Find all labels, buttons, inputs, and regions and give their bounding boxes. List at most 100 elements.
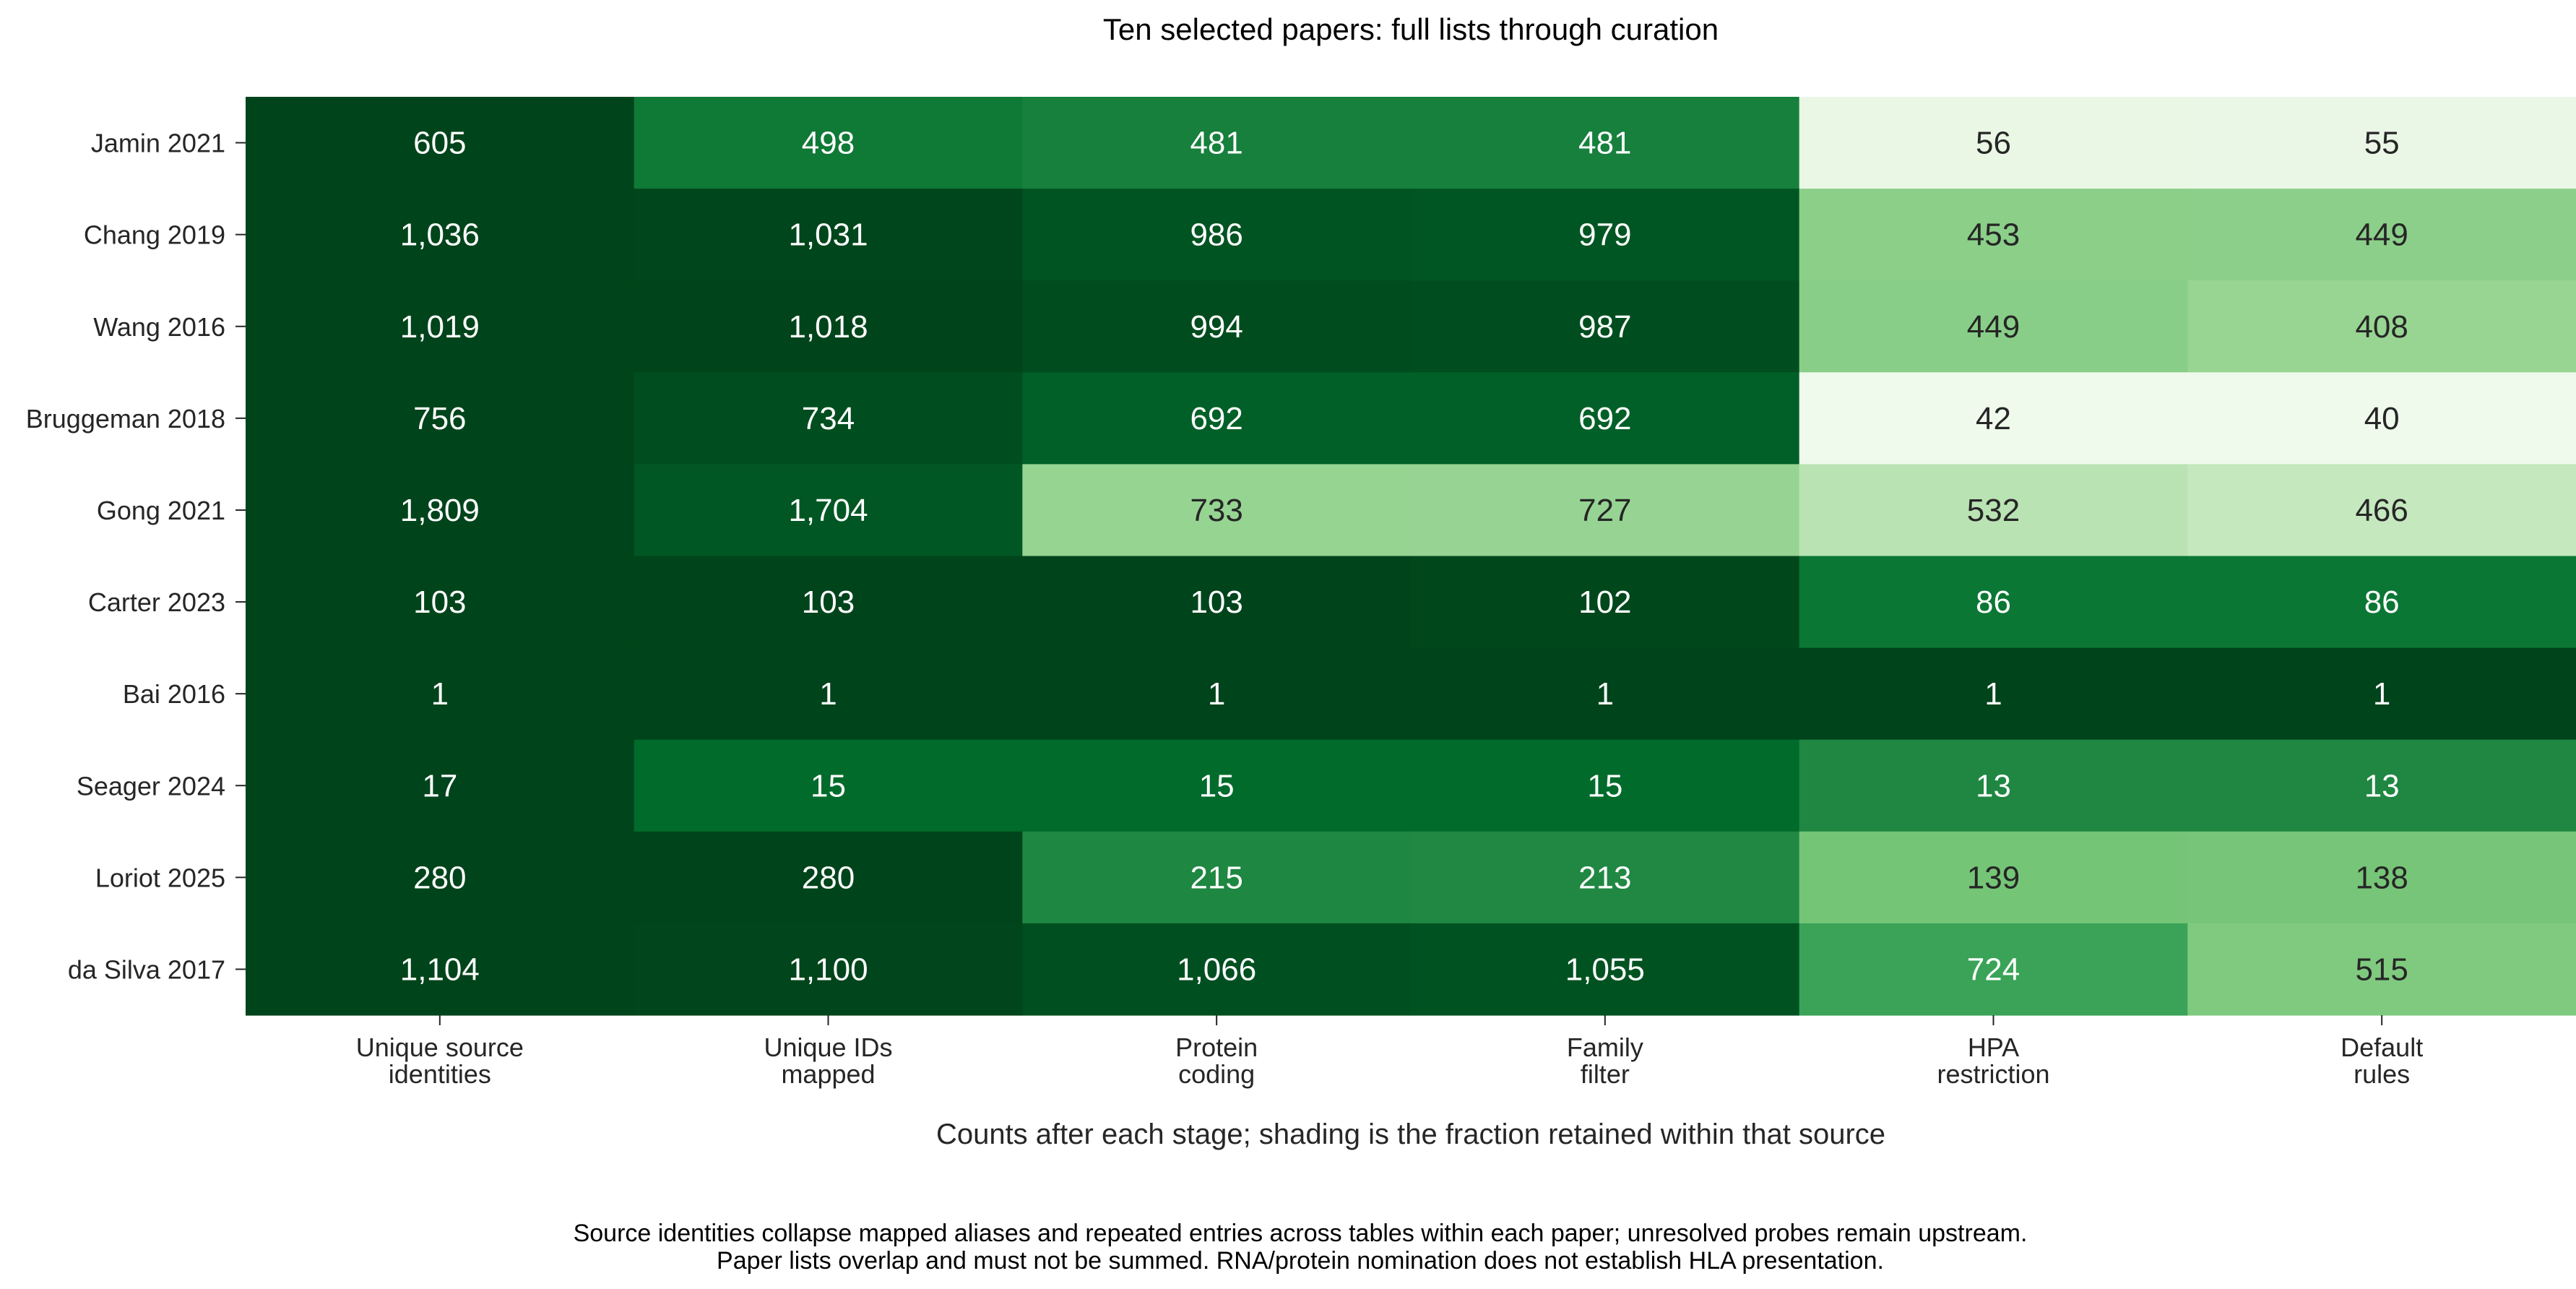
heatmap-cell (2187, 97, 2576, 189)
column-label: mapped (781, 1059, 875, 1089)
column-label: coding (1178, 1059, 1255, 1089)
heatmap-cell (1799, 97, 2188, 189)
heatmap-cells: 605 498 481 481 56 55 1,036 1,031 986 979 453 449 1,… (246, 97, 2576, 1016)
heatmap-cell (1799, 464, 2188, 557)
column-label: filter (1581, 1059, 1630, 1089)
heatmap-cell (1022, 831, 1412, 924)
cell-value-label: 605 (413, 126, 466, 161)
column-label: rules (2354, 1059, 2410, 1089)
heatmap-cell (1411, 280, 1800, 373)
cell-value-label: 56 (1976, 126, 2011, 161)
heatmap-cell (1799, 189, 2188, 281)
chart-title: Ten selected papers: full lists through … (1103, 12, 1719, 46)
heatmap-cell (246, 189, 635, 281)
heatmap-cell (634, 189, 1023, 281)
heatmap-cell (1799, 739, 2188, 832)
cell-value-label: 498 (802, 126, 855, 161)
cell-value-label: 692 (1190, 401, 1242, 436)
cell-value-label: 1 (819, 676, 837, 712)
x-axis-label: Counts after each stage; shading is the … (936, 1118, 1885, 1150)
cell-value-label: 15 (811, 768, 846, 803)
cell-value-label: 692 (1578, 401, 1631, 436)
heatmap-cell (1411, 97, 1800, 189)
cell-value-label: 1 (1596, 676, 1614, 712)
column-label: identities (389, 1059, 491, 1089)
cell-value-label: 1,704 (788, 493, 868, 528)
cell-value-label: 734 (802, 401, 855, 436)
cell-value-label: 1 (2373, 676, 2390, 712)
column-label: Unique IDs (764, 1033, 892, 1062)
row-labels: Jamin 2021 Chang 2019 Wang 2016 Bruggeman 2… (26, 129, 246, 984)
heatmap-cell (1799, 372, 2188, 465)
heatmap-cell (2187, 739, 2576, 832)
row-label: da Silva 2017 (68, 954, 225, 984)
heatmap-cell (2187, 372, 2576, 465)
heatmap-cell (1411, 923, 1800, 1016)
heatmap-cell (2187, 831, 2576, 924)
cell-value-label: 449 (1967, 309, 2020, 345)
row-label: Jamin 2021 (91, 129, 225, 158)
cell-value-label: 515 (2355, 952, 2408, 987)
heatmap-cell (1022, 97, 1412, 189)
heatmap-cell (246, 464, 635, 557)
heatmap-cell (1022, 280, 1412, 373)
cell-value-label: 215 (1190, 860, 1242, 895)
cell-value-label: 1 (1208, 676, 1225, 712)
heatmap-cell (1411, 831, 1800, 924)
cell-value-label: 280 (413, 860, 466, 895)
heatmap-cell (2187, 280, 2576, 373)
heatmap-cell (634, 464, 1023, 557)
cell-value-label: 280 (802, 860, 855, 895)
heatmap-cell (246, 372, 635, 465)
cell-value-label: 481 (1578, 126, 1631, 161)
cell-value-label: 727 (1578, 493, 1631, 528)
heatmap-cell (634, 831, 1023, 924)
cell-value-label: 1,019 (400, 309, 480, 345)
cell-value-label: 1 (1984, 676, 2002, 712)
cell-value-label: 1,018 (788, 309, 868, 345)
cell-value-label: 1,104 (400, 952, 480, 987)
cell-value-label: 13 (2364, 768, 2400, 803)
heatmap-cell (1799, 556, 2188, 649)
heatmap-cell (634, 372, 1023, 465)
cell-value-label: 987 (1578, 309, 1631, 345)
column-label: Default (2341, 1033, 2423, 1062)
cell-value-label: 1,100 (788, 952, 868, 987)
cell-value-label: 139 (1967, 860, 2020, 895)
heatmap-cell (1022, 739, 1412, 832)
cell-value-label: 86 (2364, 585, 2400, 620)
cell-value-label: 724 (1967, 952, 2020, 987)
heatmap-cell (1411, 464, 1800, 557)
heatmap-cell (246, 647, 635, 741)
cell-value-label: 42 (1976, 401, 2011, 436)
cell-value-label: 103 (1190, 585, 1242, 620)
heatmap-cell (1411, 189, 1800, 281)
row-label: Chang 2019 (84, 220, 225, 250)
heatmap-cell (634, 556, 1023, 649)
cell-value-label: 986 (1190, 217, 1242, 253)
column-label: Protein (1175, 1033, 1258, 1062)
heatmap-cell (1022, 464, 1412, 557)
heatmap-cell (634, 923, 1023, 1016)
cell-value-label: 532 (1967, 493, 2020, 528)
cell-value-label: 1,036 (400, 217, 480, 253)
heatmap-cell (2187, 923, 2576, 1016)
heatmap-cell (634, 280, 1023, 373)
cell-value-label: 103 (413, 585, 466, 620)
footnote-line-1: Source identities collapse mapped aliase… (574, 1220, 2028, 1247)
heatmap-cell (634, 739, 1023, 832)
cell-value-label: 55 (2364, 126, 2400, 161)
heatmap-cell (246, 97, 635, 189)
cell-value-label: 733 (1190, 493, 1242, 528)
cell-value-label: 481 (1190, 126, 1242, 161)
row-label: Seager 2024 (77, 771, 225, 801)
cell-value-label: 1,055 (1565, 952, 1645, 987)
cell-value-label: 979 (1578, 217, 1631, 253)
heatmap-cell (1799, 647, 2188, 741)
heatmap-cell (2187, 647, 2576, 741)
heatmap-cell (1022, 647, 1412, 741)
heatmap-cell (1022, 372, 1412, 465)
heatmap-cell (634, 647, 1023, 741)
